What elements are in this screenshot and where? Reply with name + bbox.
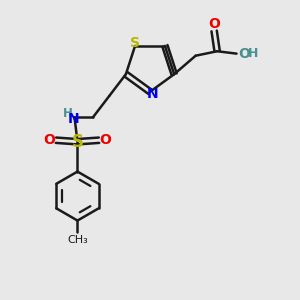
Text: H: H — [63, 107, 73, 120]
Text: N: N — [68, 112, 80, 126]
Text: O: O — [238, 46, 250, 61]
Text: S: S — [71, 133, 83, 151]
Text: O: O — [100, 133, 112, 147]
Text: CH₃: CH₃ — [67, 236, 88, 245]
Text: O: O — [44, 133, 56, 147]
Text: O: O — [208, 17, 220, 32]
Text: H: H — [248, 47, 258, 60]
Text: S: S — [130, 37, 140, 50]
Text: N: N — [147, 87, 158, 101]
